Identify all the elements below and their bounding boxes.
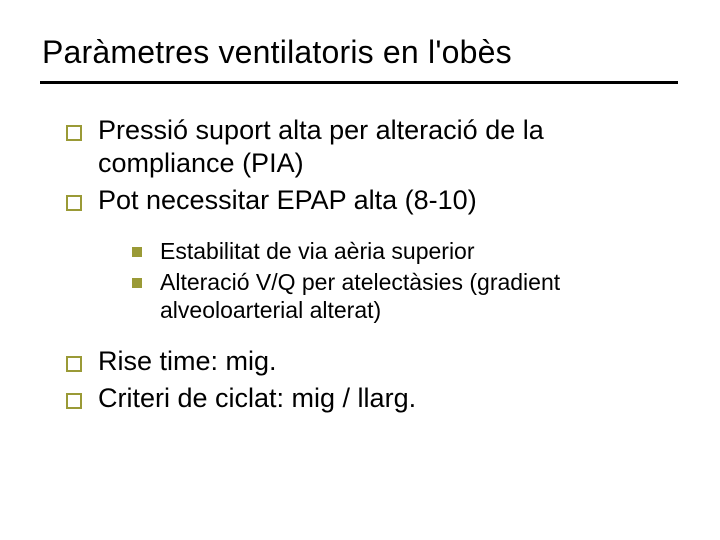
bullet-list-level1: Pressió suport alta per alteració de la … [42, 114, 678, 415]
title-underline [40, 81, 678, 84]
bullet-list-level2: Estabilitat de via aèria superior Altera… [98, 237, 678, 325]
sub-bullet-text: Alteració V/Q per atelectàsies (gradient… [160, 269, 560, 324]
bullet-text: Pressió suport alta per alteració de la … [98, 115, 544, 178]
slide-title: Paràmetres ventilatoris en l'obès [42, 34, 678, 71]
bullet-text: Pot necessitar EPAP alta (8-10) [98, 185, 477, 215]
bullet-text: Rise time: mig. [98, 346, 277, 376]
sub-bullet-item: Estabilitat de via aèria superior [132, 237, 678, 266]
bullet-item: Rise time: mig. [66, 345, 678, 378]
bullet-item: Pot necessitar EPAP alta (8-10) Estabili… [66, 184, 678, 325]
slide: Paràmetres ventilatoris en l'obès Pressi… [0, 0, 720, 540]
sub-bullet-item: Alteració V/Q per atelectàsies (gradient… [132, 268, 678, 326]
bullet-item: Pressió suport alta per alteració de la … [66, 114, 678, 180]
bullet-item: Criteri de ciclat: mig / llarg. [66, 382, 678, 415]
bullet-text: Criteri de ciclat: mig / llarg. [98, 383, 416, 413]
sub-bullet-text: Estabilitat de via aèria superior [160, 238, 475, 264]
